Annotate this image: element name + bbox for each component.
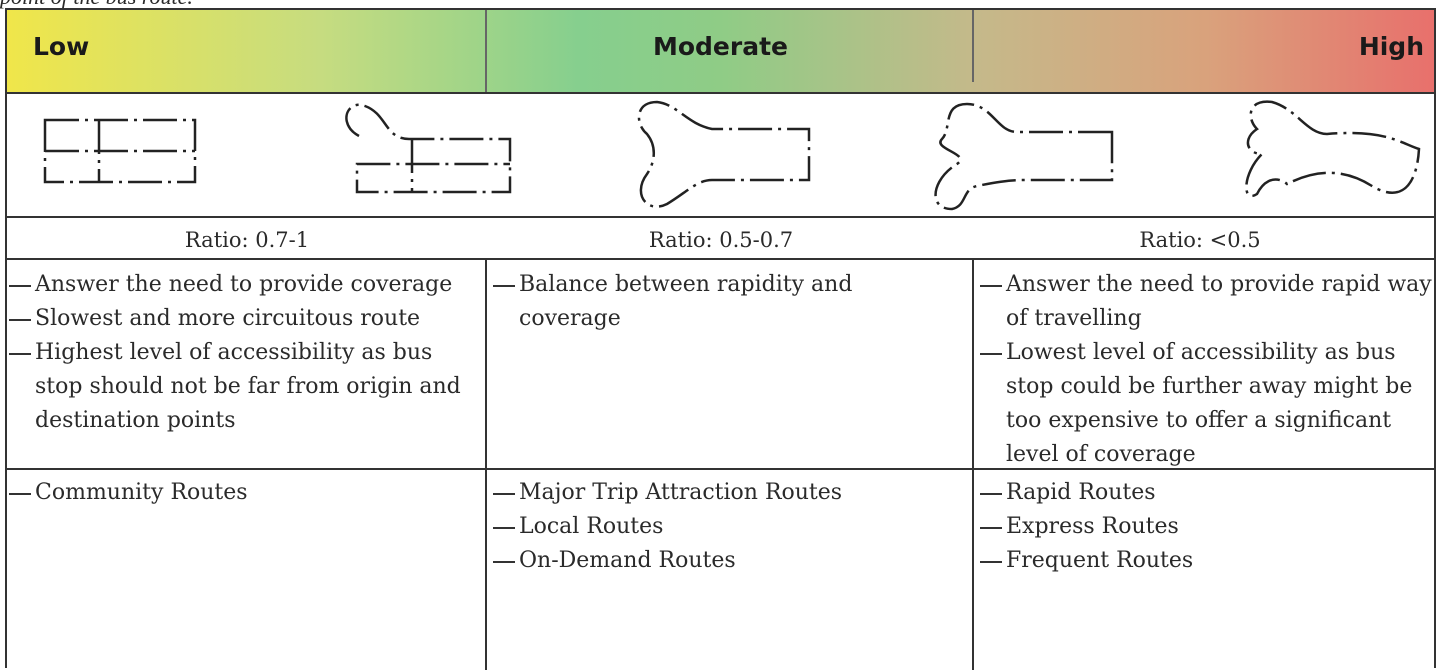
item-text: On-Demand Routes	[519, 548, 736, 573]
list-item: Answer the need to provide coverage	[7, 268, 469, 302]
item-text: Rapid Routes	[1006, 480, 1156, 505]
list-item: Frequent Routes	[978, 544, 1440, 578]
bullet-dash	[493, 285, 515, 287]
item-text: Community Routes	[35, 480, 248, 505]
shape-low-2	[345, 103, 512, 194]
bullet-dash	[980, 561, 1002, 563]
bullet-dash	[980, 493, 1002, 495]
shape-high-2	[1245, 100, 1421, 198]
item-text: Major Trip Attraction Routes	[519, 480, 843, 505]
row-divider	[7, 216, 1434, 218]
item-text: Highest level of accessibility as bus st…	[35, 340, 461, 433]
bullet-dash	[9, 319, 31, 321]
list-item: Highest level of accessibility as bus st…	[7, 336, 469, 438]
list-item: Lowest level of accessibility as bus sto…	[978, 336, 1440, 472]
bullet-dash	[9, 353, 31, 355]
route-table: Low Moderate High Ratio: 0.7-1 Ratio: 0.…	[5, 8, 1436, 670]
item-text: Balance between rapidity and coverage	[519, 272, 853, 331]
bullet-dash	[9, 493, 31, 495]
item-text: Local Routes	[519, 514, 664, 539]
description-cell: Answer the need to provide rapid way of …	[978, 268, 1440, 472]
bullet-dash	[980, 285, 1002, 287]
ratio-label: Ratio: <0.5	[1139, 228, 1261, 252]
list-item: Major Trip Attraction Routes	[491, 476, 953, 510]
description-cell: Answer the need to provide coverage Slowe…	[7, 268, 469, 438]
ratio-label: Ratio: 0.5-0.7	[648, 228, 794, 252]
item-text: Lowest level of accessibility as bus sto…	[1006, 340, 1413, 467]
level-label: Moderate	[652, 32, 788, 61]
list-item: Balance between rapidity and coverage	[491, 268, 953, 336]
row-divider	[7, 468, 1434, 470]
list-item: Slowest and more circuitous route	[7, 302, 469, 336]
column-divider	[485, 260, 487, 670]
description-cell: Balance between rapidity and coverage	[491, 268, 953, 336]
bullet-dash	[493, 493, 515, 495]
list-item: Local Routes	[491, 510, 953, 544]
ratio-label: Ratio: 0.7-1	[184, 228, 310, 252]
bullet-dash	[980, 527, 1002, 529]
bullet-dash	[493, 561, 515, 563]
column-divider	[972, 260, 974, 670]
bullet-dash	[9, 285, 31, 287]
shape-moderate	[637, 100, 811, 208]
routes-cell: Major Trip Attraction Routes Local Routes…	[491, 476, 953, 578]
list-item: Express Routes	[978, 510, 1440, 544]
shape-low-1	[43, 118, 197, 184]
routes-cell: Community Routes	[7, 476, 469, 510]
item-text: Slowest and more circuitous route	[35, 306, 421, 331]
row-divider	[7, 258, 1434, 260]
list-item: Community Routes	[7, 476, 469, 510]
caption-note: point of the bus route.	[0, 0, 193, 10]
list-item: On-Demand Routes	[491, 544, 953, 578]
gradient-header: Low Moderate High	[7, 10, 1434, 94]
routes-cell: Rapid Routes Express Routes Frequent Route…	[978, 476, 1440, 578]
level-label: High	[1358, 32, 1424, 61]
item-text: Answer the need to provide coverage	[35, 272, 453, 297]
level-label: Low	[33, 32, 90, 61]
list-item: Answer the need to provide rapid way of …	[978, 268, 1440, 336]
bullet-dash	[980, 353, 1002, 355]
shape-high-1	[934, 102, 1114, 211]
item-text: Express Routes	[1006, 514, 1179, 539]
item-text: Answer the need to provide rapid way of …	[1006, 272, 1432, 331]
divider	[972, 10, 974, 82]
route-shapes	[43, 100, 1421, 211]
bullet-dash	[493, 527, 515, 529]
divider	[485, 10, 487, 92]
item-text: Frequent Routes	[1006, 548, 1194, 573]
list-item: Rapid Routes	[978, 476, 1440, 510]
